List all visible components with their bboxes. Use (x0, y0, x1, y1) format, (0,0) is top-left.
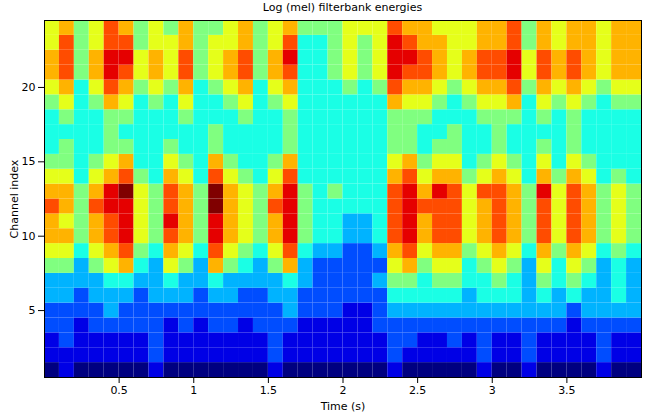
html-text:Log (mel) filterbank energies: Log (mel) filterbank energies (262, 1, 423, 14)
svg-text:Time (s): Time (s) (320, 400, 366, 413)
svg-text:10: 10 (22, 230, 36, 243)
svg-text:2.5: 2.5 (409, 384, 427, 397)
svg-text:1.5: 1.5 (260, 384, 278, 397)
svg-text:3.5: 3.5 (558, 384, 576, 397)
svg-text:15: 15 (22, 155, 36, 168)
svg-text:5: 5 (29, 304, 36, 317)
svg-text:2: 2 (340, 384, 347, 397)
svg-text:3: 3 (489, 384, 496, 397)
svg-text:20: 20 (22, 81, 36, 94)
svg-text:0.5: 0.5 (110, 384, 128, 397)
svg-text:Channel index: Channel index (8, 159, 21, 238)
svg-text:1: 1 (190, 384, 197, 397)
